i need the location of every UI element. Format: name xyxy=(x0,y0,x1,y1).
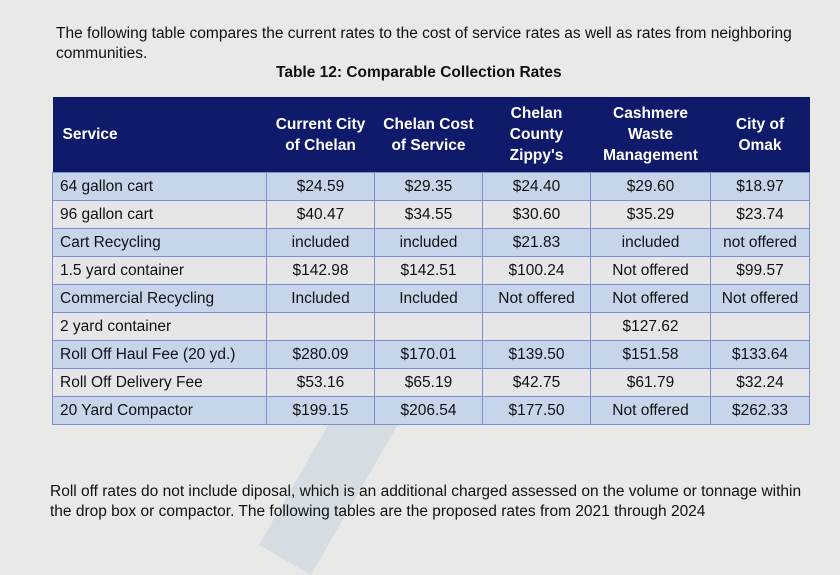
service-cell: 1.5 yard container xyxy=(52,256,267,285)
service-cell: Roll Off Delivery Fee xyxy=(52,368,267,397)
service-cell: Roll Off Haul Fee (20 yd.) xyxy=(52,340,267,369)
table-row: 64 gallon cart $24.59 $29.35 $24.40 $29.60 $1… xyxy=(52,172,810,201)
rate-cell xyxy=(482,312,591,341)
header-cell: Cashmere Waste Management xyxy=(590,97,711,173)
rate-cell: $127.62 xyxy=(590,312,711,341)
service-cell: Commercial Recycling xyxy=(52,284,267,313)
rate-cell: $30.60 xyxy=(482,200,591,229)
rate-cell xyxy=(710,312,810,341)
rate-cell: included xyxy=(266,228,375,257)
rate-cell: included xyxy=(374,228,483,257)
table-row: Cart Recycling included included $21.83 incl… xyxy=(52,228,810,257)
rate-cell: $142.98 xyxy=(266,256,375,285)
rate-cell: $206.54 xyxy=(374,396,483,425)
rate-cell: $100.24 xyxy=(482,256,591,285)
header-row: Service Current City of Chelan Chelan Co… xyxy=(52,97,810,173)
rate-cell: $262.33 xyxy=(710,396,810,425)
rate-cell: $24.59 xyxy=(266,172,375,201)
intro-paragraph: The following table compares the current… xyxy=(56,24,792,62)
rate-cell: $151.58 xyxy=(590,340,711,369)
rate-cell: $42.75 xyxy=(482,368,591,397)
service-cell: Cart Recycling xyxy=(52,228,267,257)
rate-cell: Not offered xyxy=(590,256,711,285)
table-row: 1.5 yard container $142.98 $142.51 $100.24 N… xyxy=(52,256,810,285)
rate-cell: Included xyxy=(266,284,375,313)
rate-cell: $23.74 xyxy=(710,200,810,229)
rate-cell: $34.55 xyxy=(374,200,483,229)
service-cell: 64 gallon cart xyxy=(52,172,267,201)
table-row: Roll Off Delivery Fee $53.16 $65.19 $42.75 $… xyxy=(52,368,810,397)
table-row: 2 yard container $127.62 xyxy=(52,312,810,341)
header-cell: Current City of Chelan xyxy=(266,97,375,173)
table-row: 20 Yard Compactor $199.15 $206.54 $177.50 No… xyxy=(52,396,810,425)
rate-cell: $29.35 xyxy=(374,172,483,201)
rate-cell: $99.57 xyxy=(710,256,810,285)
rate-cell: $18.97 xyxy=(710,172,810,201)
header-cell: Chelan Cost of Service xyxy=(374,97,483,173)
rate-cell: included xyxy=(590,228,711,257)
rate-cell: Not offered xyxy=(590,284,711,313)
rate-cell: Not offered xyxy=(482,284,591,313)
rate-cell: Included xyxy=(374,284,483,313)
header-cell: City of Omak xyxy=(710,97,810,173)
rate-cell: $29.60 xyxy=(590,172,711,201)
service-cell: 96 gallon cart xyxy=(52,200,267,229)
rate-cell: $35.29 xyxy=(590,200,711,229)
rate-cell: $24.40 xyxy=(482,172,591,201)
rate-cell: $199.15 xyxy=(266,396,375,425)
rate-cell: $142.51 xyxy=(374,256,483,285)
rate-cell: $21.83 xyxy=(482,228,591,257)
rate-cell: Not offered xyxy=(590,396,711,425)
table-row: Commercial Recycling Included Included Not … xyxy=(52,284,810,313)
rate-cell: $280.09 xyxy=(266,340,375,369)
rate-cell: $177.50 xyxy=(482,396,591,425)
service-cell: 2 yard container xyxy=(52,312,267,341)
rate-cell: $61.79 xyxy=(590,368,711,397)
rate-cell xyxy=(374,312,483,341)
rate-cell: $65.19 xyxy=(374,368,483,397)
rate-cell: $139.50 xyxy=(482,340,591,369)
rate-cell: $32.24 xyxy=(710,368,810,397)
header-cell: Chelan County Zippy's xyxy=(482,97,591,173)
rate-cell: $133.64 xyxy=(710,340,810,369)
table-row: 96 gallon cart $40.47 $34.55 $30.60 $35.29 $2… xyxy=(52,200,810,229)
rate-cell: not offered xyxy=(710,228,810,257)
rate-cell xyxy=(266,312,375,341)
rate-cell: $53.16 xyxy=(266,368,375,397)
service-cell: 20 Yard Compactor xyxy=(52,396,267,425)
outro-paragraph: Roll off rates do not include diposal, w… xyxy=(50,482,802,520)
rate-cell: Not offered xyxy=(710,284,810,313)
header-cell: Service xyxy=(52,97,267,173)
rate-cell: $170.01 xyxy=(374,340,483,369)
comparable-rates-table: Service Current City of Chelan Chelan Co… xyxy=(52,97,810,425)
table-title: Table 12: Comparable Collection Rates xyxy=(276,64,562,81)
rate-cell: $40.47 xyxy=(266,200,375,229)
table-row: Roll Off Haul Fee (20 yd.) $280.09 $170.01… xyxy=(52,340,810,369)
